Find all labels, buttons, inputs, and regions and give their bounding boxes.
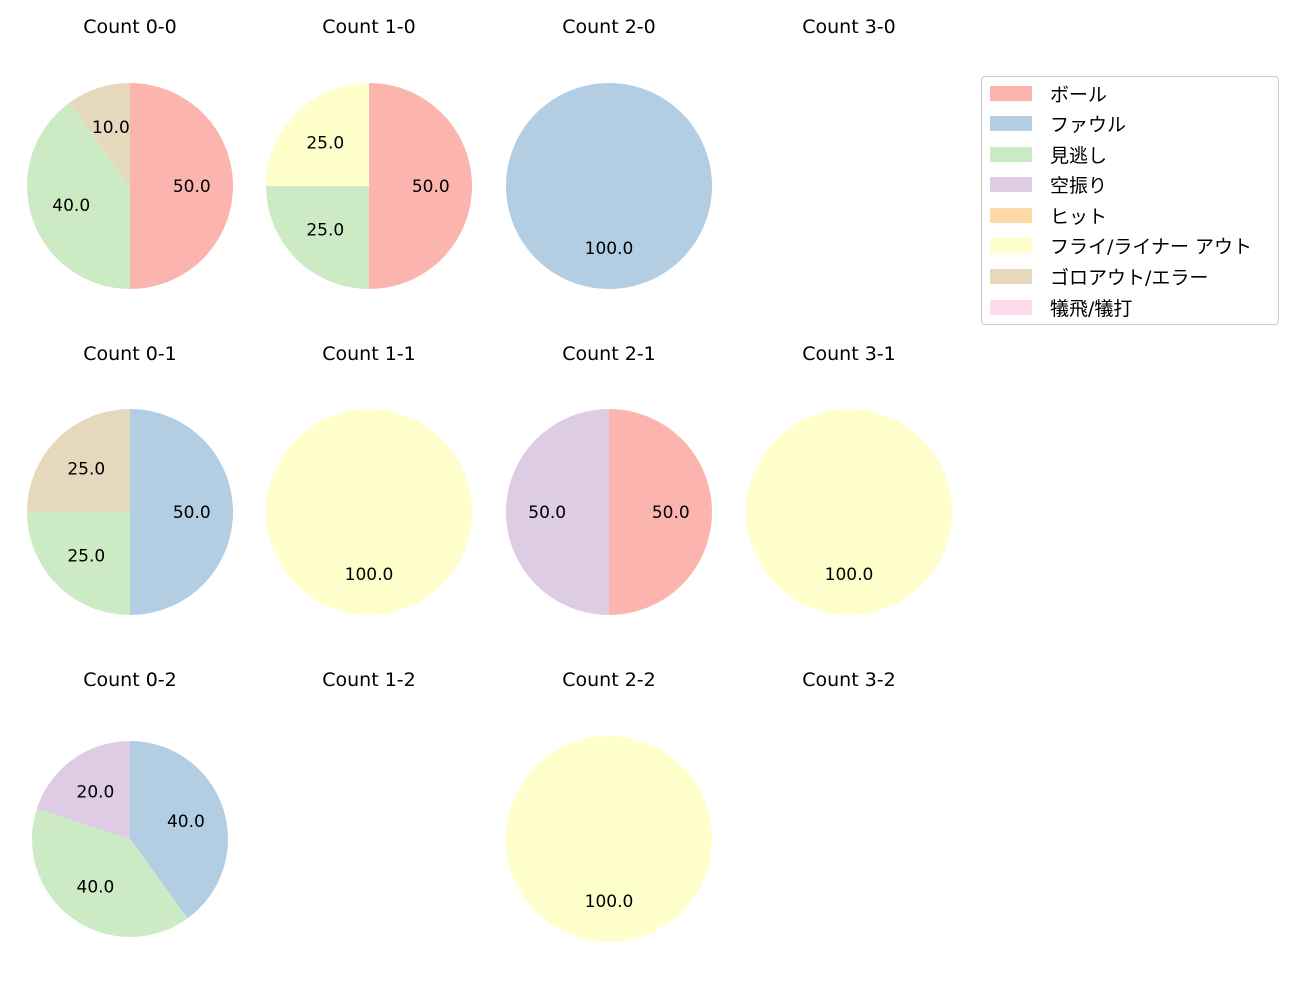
- legend-label: 犠飛/犠打: [1050, 297, 1133, 320]
- slice-value-label: 25.0: [67, 459, 105, 479]
- slice-value-label: 25.0: [306, 133, 344, 153]
- pie-slice: [130, 409, 233, 615]
- slice-value-label: 50.0: [412, 177, 450, 197]
- legend-label: ヒット: [1050, 205, 1108, 228]
- legend-item-called-strike: 見逃し: [990, 142, 1108, 167]
- legend-swatch: [990, 207, 1032, 223]
- pie-slice: [31, 808, 188, 937]
- slice-value-label: 25.0: [67, 547, 105, 567]
- legend-label: ゴロアウト/エラー: [1050, 266, 1209, 289]
- slice-value-label: 50.0: [652, 503, 690, 523]
- pie-slice: [609, 409, 712, 615]
- legend-swatch: [990, 299, 1032, 315]
- chart-title: Count 0-2: [83, 669, 177, 691]
- legend-swatch: [990, 115, 1032, 131]
- legend-label: フライ/ライナー アウト: [1050, 235, 1253, 258]
- pie-slice: [746, 409, 952, 615]
- legend-item-sacrifice: 犠飛/犠打: [990, 295, 1133, 320]
- legend-item-ball: ボール: [990, 81, 1108, 106]
- pie-slice: [506, 83, 712, 289]
- legend-item-swinging-strike: 空振り: [990, 172, 1108, 197]
- pie-slice: [130, 741, 228, 919]
- pie-slice: [266, 83, 369, 186]
- pie-slice: [506, 409, 609, 615]
- slice-value-label: 40.0: [77, 878, 115, 898]
- pie-slice: [266, 186, 369, 289]
- slice-value-label: 50.0: [173, 503, 211, 523]
- chart-title: Count 1-2: [322, 669, 416, 691]
- legend-item-fly-liner-out: フライ/ライナー アウト: [990, 233, 1253, 258]
- pie-slice: [506, 736, 712, 942]
- chart-title: Count 3-0: [802, 16, 896, 38]
- legend-item-foul: ファウル: [990, 111, 1127, 136]
- chart-title: Count 0-0: [83, 16, 177, 38]
- slice-value-label: 40.0: [167, 812, 205, 832]
- pie-slice: [369, 83, 472, 289]
- legend-label: 見逃し: [1050, 144, 1108, 167]
- legend-swatch: [990, 85, 1032, 101]
- legend-swatch: [990, 146, 1032, 162]
- slice-value-label: 20.0: [77, 782, 115, 802]
- slice-value-label: 40.0: [52, 196, 90, 216]
- slice-value-label: 10.0: [92, 118, 130, 138]
- slice-value-label: 100.0: [585, 239, 634, 259]
- slice-value-label: 100.0: [345, 565, 394, 585]
- legend-item-groundout-error: ゴロアウト/エラー: [990, 264, 1209, 289]
- pie-slice: [69, 83, 130, 186]
- slice-value-label: 50.0: [173, 177, 211, 197]
- pie-slice: [130, 83, 233, 289]
- chart-title: Count 1-0: [322, 16, 416, 38]
- chart-title: Count 2-1: [562, 343, 656, 365]
- legend-label: 空振り: [1050, 174, 1108, 197]
- pie-slice: [27, 102, 131, 289]
- legend-swatch: [990, 268, 1032, 284]
- slice-value-label: 25.0: [306, 221, 344, 241]
- chart-title: Count 2-0: [562, 16, 656, 38]
- slice-value-label: 100.0: [585, 892, 634, 912]
- chart-title: Count 1-1: [322, 343, 416, 365]
- legend: ボール ファウル 見逃し 空振り ヒット フライ/ライナー アウト ゴロアウト/…: [981, 76, 1279, 325]
- chart-title: Count 3-1: [802, 343, 896, 365]
- legend-swatch: [990, 176, 1032, 192]
- chart-title: Count 3-2: [802, 669, 896, 691]
- pie-slice: [27, 409, 130, 512]
- legend-label: ファウル: [1050, 113, 1127, 136]
- slice-value-label: 50.0: [528, 503, 566, 523]
- legend-item-hit: ヒット: [990, 203, 1108, 228]
- pie-slice: [36, 741, 130, 839]
- legend-label: ボール: [1050, 83, 1108, 106]
- legend-swatch: [990, 237, 1032, 253]
- chart-title: Count 2-2: [562, 669, 656, 691]
- slice-value-label: 100.0: [825, 565, 874, 585]
- pie-slice: [27, 512, 130, 615]
- chart-title: Count 0-1: [83, 343, 177, 365]
- pie-slice: [266, 409, 472, 615]
